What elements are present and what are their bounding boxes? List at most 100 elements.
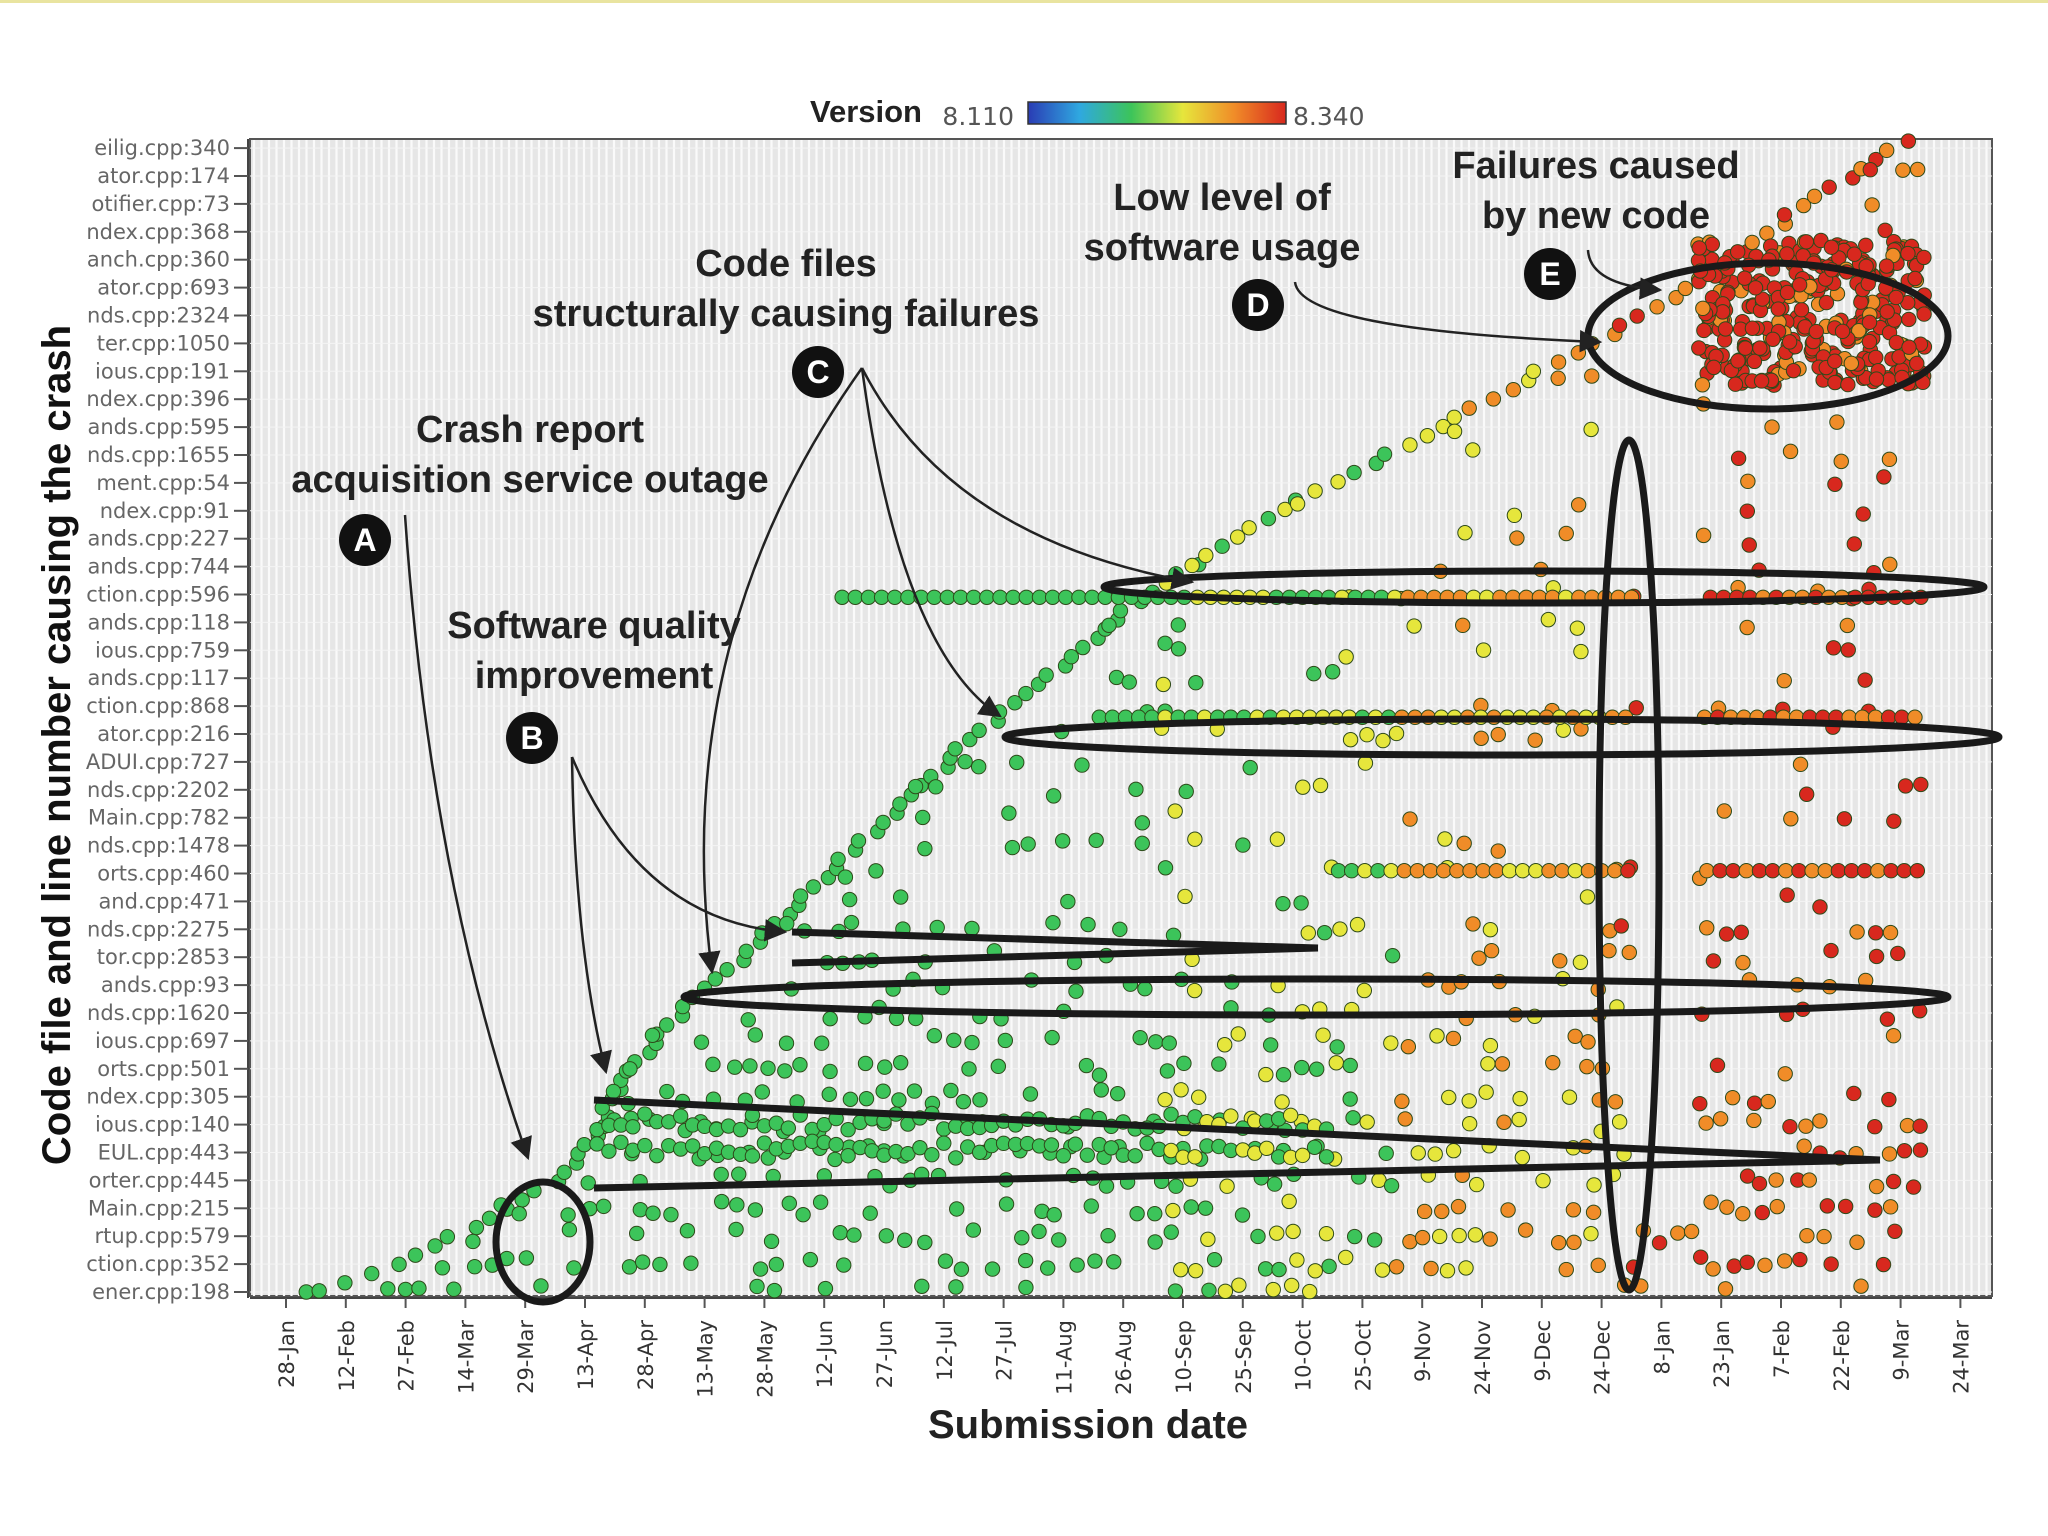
data-point	[601, 1143, 617, 1159]
data-point	[1739, 1254, 1755, 1270]
data-point	[887, 589, 903, 605]
data-point	[1668, 289, 1684, 306]
data-point	[1043, 1137, 1060, 1153]
data-point	[948, 1279, 964, 1295]
data-point	[713, 1166, 729, 1183]
data-point	[929, 919, 945, 936]
data-point	[1744, 234, 1760, 251]
data-point	[580, 1175, 596, 1191]
annotation-c-line-1: Code files	[695, 243, 877, 285]
annotation-b-line-2: improvement	[475, 655, 714, 697]
data-point	[1201, 1282, 1217, 1298]
data-point	[1044, 589, 1061, 605]
data-point	[892, 889, 909, 905]
data-point	[1725, 863, 1741, 879]
badge-e	[1524, 248, 1576, 300]
data-point	[632, 1202, 649, 1218]
data-point	[1849, 924, 1865, 940]
data-point	[822, 1063, 838, 1080]
data-point	[906, 1083, 923, 1099]
data-point	[892, 1054, 909, 1071]
data-point	[816, 1117, 832, 1133]
data-point	[1265, 1281, 1281, 1298]
data-point	[1187, 1149, 1203, 1165]
data-point	[1703, 1194, 1719, 1210]
data-point	[1294, 1059, 1310, 1076]
data-point	[1091, 709, 1107, 725]
data-point	[728, 1221, 744, 1238]
data-point	[860, 589, 877, 605]
data-point	[1764, 863, 1781, 879]
data-point	[1359, 727, 1375, 743]
data-point	[1868, 948, 1885, 965]
data-point	[1103, 1140, 1119, 1156]
data-point	[1173, 1261, 1189, 1278]
x-tick-label: 23-Jan	[1710, 1320, 1734, 1388]
data-point	[1450, 1198, 1467, 1215]
data-point	[1306, 1139, 1323, 1156]
data-point	[1818, 294, 1835, 311]
data-point	[1799, 786, 1815, 802]
data-point	[1764, 419, 1780, 435]
y-tick-label: ction.cpp:352	[86, 1252, 230, 1276]
data-point	[939, 589, 956, 605]
y-tick-label: ands.cpp:93	[101, 973, 230, 997]
data-point	[836, 1257, 852, 1273]
data-point	[1879, 304, 1895, 320]
data-point	[1629, 308, 1645, 324]
data-point	[1907, 709, 1923, 725]
y-tick-label: orts.cpp:501	[97, 1057, 230, 1081]
data-point	[1834, 323, 1851, 340]
data-point	[1321, 1258, 1337, 1275]
data-point	[605, 1083, 622, 1100]
data-point	[1555, 722, 1572, 738]
annotation-a-line-2: acquisition service outage	[291, 459, 768, 501]
data-point	[1161, 1035, 1177, 1051]
y-tick-label: Main.cpp:782	[88, 806, 230, 830]
data-point	[1831, 250, 1847, 266]
data-point	[1868, 371, 1885, 387]
data-point	[1294, 1147, 1311, 1164]
data-point	[1554, 863, 1570, 879]
arrow-c-2	[860, 367, 1002, 718]
y-tick-label: tor.cpp:2853	[97, 945, 230, 969]
data-point	[663, 1206, 679, 1223]
data-point	[760, 1060, 776, 1076]
y-tick-label: orter.cpp:445	[89, 1168, 230, 1192]
data-point	[749, 1278, 765, 1295]
x-tick-label: 9-Dec	[1531, 1320, 1555, 1382]
legend-title: Version	[810, 94, 922, 129]
data-point	[822, 1010, 838, 1027]
data-point	[1324, 664, 1341, 680]
data-point	[298, 1284, 314, 1300]
data-point	[1827, 374, 1843, 391]
data-point	[937, 1253, 954, 1269]
arrow-c-1	[698, 367, 864, 975]
x-tick-label: 7-Feb	[1770, 1320, 1794, 1378]
data-point	[1881, 1091, 1897, 1108]
data-point	[1274, 1094, 1290, 1110]
data-point	[1888, 289, 1904, 306]
data-point	[990, 1058, 1007, 1075]
data-point	[337, 1275, 353, 1291]
data-point	[1147, 1205, 1163, 1222]
data-point	[1409, 863, 1426, 879]
x-tick-label: 12-Feb	[335, 1320, 359, 1391]
data-point	[957, 753, 973, 770]
data-point	[1370, 863, 1386, 879]
data-point	[1183, 1199, 1199, 1215]
quality-trend-mid-upper	[791, 928, 1319, 952]
data-point	[813, 1035, 830, 1051]
data-point	[1020, 836, 1036, 852]
y-tick-label: nds.cpp:2275	[87, 917, 230, 941]
data-point	[1457, 525, 1473, 541]
data-point	[1751, 863, 1768, 879]
data-point	[1779, 887, 1795, 903]
data-point	[576, 1136, 592, 1153]
x-tick-label: 25-Sep	[1232, 1320, 1256, 1394]
data-point	[1084, 589, 1100, 605]
data-point	[719, 962, 735, 978]
data-point	[397, 1281, 414, 1298]
data-point	[897, 1232, 913, 1248]
data-point	[1691, 240, 1707, 256]
